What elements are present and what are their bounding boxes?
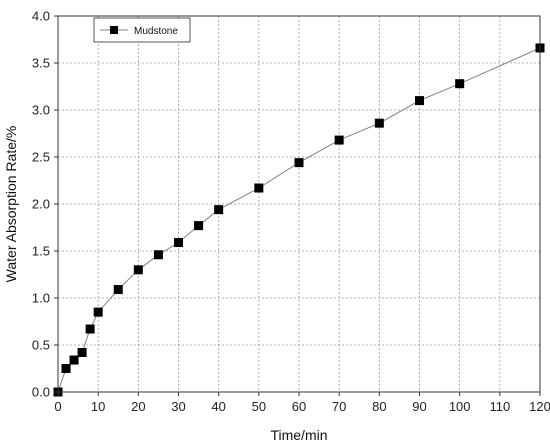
legend-label: Mudstone [134, 26, 178, 37]
data-point [113, 285, 123, 295]
data-point [415, 96, 424, 106]
data-point [133, 265, 143, 275]
x-tick-label: 50 [252, 399, 266, 414]
y-tick-label: 0.0 [32, 385, 50, 400]
x-tick-label: 70 [332, 399, 346, 414]
legend-marker [110, 26, 118, 34]
y-tick-label: 1.0 [32, 291, 50, 306]
data-point [194, 221, 204, 231]
x-tick-label: 120 [529, 399, 550, 414]
data-point [77, 348, 87, 358]
x-axis-label: Time/min [270, 427, 327, 443]
y-axis-label: Water Absorption Rate/% [3, 126, 19, 283]
y-tick-label: 2.5 [32, 150, 50, 165]
data-point [294, 158, 304, 168]
data-point [334, 135, 344, 145]
x-tick-label: 90 [412, 399, 426, 414]
data-point [61, 364, 71, 373]
x-tick-label: 40 [211, 399, 225, 414]
y-axis-ticks: 0.0 0.5 1.0 1.5 2.0 2.5 3.0 3.5 4.0 [32, 9, 58, 400]
y-tick-label: 0.5 [32, 338, 50, 353]
x-tick-label: 100 [449, 399, 471, 414]
y-tick-label: 4.0 [32, 9, 50, 24]
legend: Mudstone [93, 17, 191, 43]
x-tick-label: 10 [91, 399, 105, 414]
data-point [254, 183, 264, 193]
x-axis-ticks: 0 10 20 30 40 50 60 70 80 90 100 110 120 [54, 392, 550, 414]
x-tick-label: 0 [54, 399, 61, 414]
data-point [374, 118, 384, 128]
y-tick-label: 3.5 [32, 56, 50, 71]
data-point [93, 307, 103, 317]
y-tick-label: 3.0 [32, 103, 50, 118]
data-point [174, 238, 183, 248]
data-point [85, 324, 95, 334]
x-tick-label: 60 [292, 399, 306, 414]
data-point [214, 205, 224, 215]
y-tick-label: 1.5 [32, 244, 50, 259]
x-tick-label: 110 [489, 399, 510, 414]
data-point [153, 250, 163, 260]
x-tick-label: 20 [131, 399, 145, 414]
y-tick-label: 2.0 [32, 197, 50, 212]
grid-lines [58, 16, 540, 392]
data-point [455, 79, 465, 89]
x-tick-label: 30 [171, 399, 185, 414]
data-point [69, 355, 79, 365]
x-tick-label: 80 [372, 399, 386, 414]
